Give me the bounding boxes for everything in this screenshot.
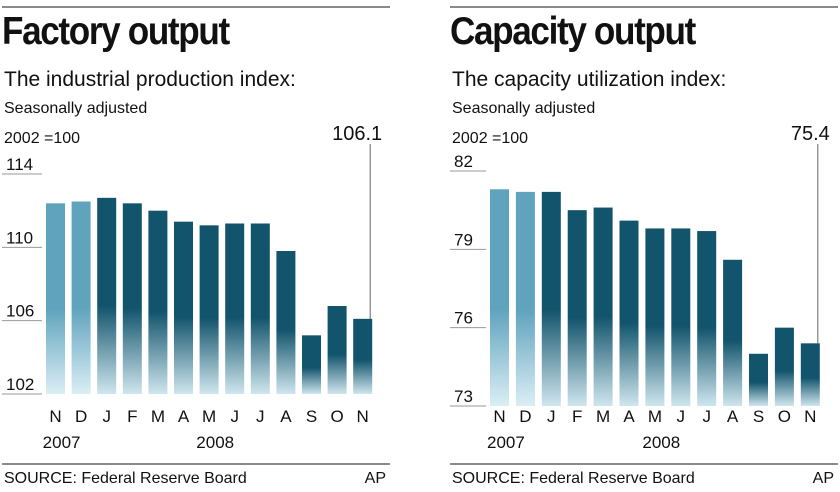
bar-o-11: [327, 306, 347, 394]
month-label: M: [202, 407, 216, 426]
month-label: A: [178, 407, 190, 426]
month-label: J: [256, 407, 265, 426]
bar-f-3: [567, 210, 587, 406]
bar-n-12: [800, 343, 820, 406]
bar-a-5: [619, 220, 639, 406]
bar-j-2: [541, 191, 561, 406]
month-label: J: [677, 407, 686, 426]
month-label: A: [727, 407, 739, 426]
factory-output-panel: Factory output The industrial production…: [2, 0, 390, 492]
month-label: J: [230, 407, 239, 426]
y-tick-label: 106: [6, 302, 34, 321]
y-tick-label: 82: [454, 152, 473, 171]
y-tick-label: 102: [6, 375, 34, 394]
chart-title: Factory output: [2, 10, 230, 53]
chart-title: Capacity output: [450, 10, 696, 53]
bar-m-4: [148, 210, 168, 394]
bottom-rule: [450, 463, 838, 465]
y-tick-label: 73: [454, 387, 473, 406]
chart-subtitle: The capacity utilization index:: [452, 68, 727, 91]
year-label-2007: 2007: [487, 433, 525, 452]
y-tick-label: 79: [454, 230, 473, 249]
bar-j-7: [225, 223, 245, 394]
index-base-note: 2002 =100: [4, 130, 81, 147]
bar-m-6: [199, 225, 219, 394]
year-label-2008: 2008: [642, 433, 680, 452]
year-label-2007: 2007: [43, 433, 81, 452]
bar-n-0: [46, 203, 65, 394]
bar-o-11: [774, 327, 794, 406]
month-label: N: [493, 407, 505, 426]
month-label: A: [280, 407, 292, 426]
bar-n-0: [490, 189, 509, 406]
month-label: D: [519, 407, 531, 426]
y-tick-label: 114: [6, 155, 33, 174]
adjustment-note: Seasonally adjusted: [452, 100, 596, 117]
month-label: S: [306, 407, 317, 426]
capacity-output-panel: Capacity output The capacity utilization…: [450, 0, 838, 492]
adjustment-note: Seasonally adjusted: [4, 100, 148, 117]
chart-subtitle: The industrial production index:: [4, 68, 296, 91]
bar-s-10: [749, 353, 768, 406]
month-label: M: [596, 407, 610, 426]
month-label: N: [357, 407, 369, 426]
index-base-note: 2002 =100: [452, 130, 529, 147]
bottom-rule: [2, 463, 390, 465]
bar-d-1: [71, 201, 91, 394]
callout-value-label: 106.1: [332, 123, 382, 145]
bar-m-4: [593, 207, 613, 406]
bar-f-3: [122, 203, 142, 394]
month-label: J: [702, 407, 711, 426]
bar-a-5: [174, 221, 193, 394]
bar-j-7: [671, 228, 691, 406]
month-label: A: [623, 407, 635, 426]
bar-s-10: [302, 335, 321, 394]
month-label: S: [753, 407, 764, 426]
month-label: N: [49, 407, 61, 426]
credit-label: AP: [364, 470, 386, 487]
top-rule: [2, 6, 390, 8]
month-label: J: [102, 407, 111, 426]
callout-value-label: 75.4: [791, 123, 830, 145]
bar-a-9: [276, 251, 296, 394]
month-label: O: [778, 407, 791, 426]
bar-d-1: [515, 191, 535, 406]
bar-m-6: [645, 228, 665, 406]
source-note: SOURCE: Federal Reserve Board: [452, 470, 695, 487]
bar-a-9: [723, 259, 743, 406]
month-label: F: [572, 407, 582, 426]
credit-label: AP: [812, 470, 834, 487]
month-label: F: [127, 407, 137, 426]
y-tick-label: 76: [454, 309, 473, 328]
month-label: J: [547, 407, 556, 426]
top-rule: [450, 6, 838, 8]
source-note: SOURCE: Federal Reserve Board: [4, 470, 247, 487]
bar-j-8: [250, 223, 270, 394]
year-label-2008: 2008: [196, 433, 234, 452]
bar-j-2: [97, 197, 117, 394]
month-label: M: [151, 407, 165, 426]
y-tick-label: 110: [6, 228, 33, 247]
month-label: N: [804, 407, 816, 426]
month-label: M: [648, 407, 662, 426]
month-label: D: [75, 407, 87, 426]
month-label: O: [330, 407, 343, 426]
bar-n-12: [353, 318, 373, 394]
bar-j-8: [697, 231, 717, 406]
